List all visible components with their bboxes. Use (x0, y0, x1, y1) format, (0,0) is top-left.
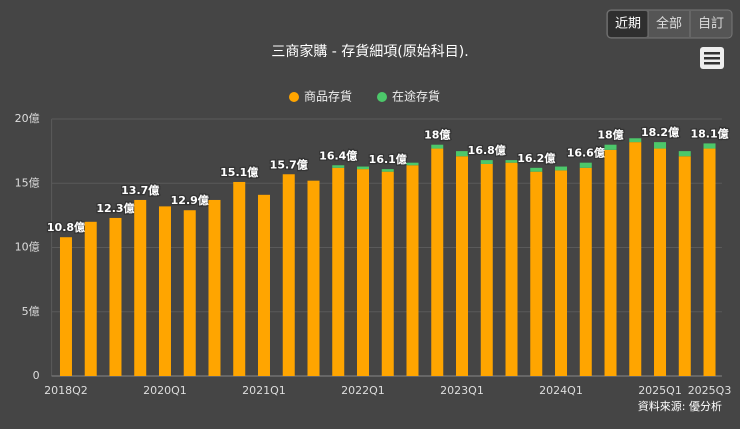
bar-segment (480, 160, 493, 164)
button-active-bg (608, 11, 648, 37)
bar-segment (703, 143, 716, 149)
data-label: 18億 (424, 128, 450, 142)
bar-segment (678, 151, 691, 157)
data-label: 18億 (597, 128, 623, 142)
data-label: 15.7億 (270, 157, 308, 171)
bar-segment (109, 217, 122, 376)
chart-title: 三商家購 - 存貨細項(原始科目). (271, 43, 468, 60)
bar-segment (406, 165, 419, 376)
bar-segment (332, 165, 345, 168)
legend-swatch (289, 92, 299, 102)
bar-segment (456, 151, 469, 157)
bar-segment (282, 174, 295, 376)
legend-label: 商品存貨 (304, 89, 352, 104)
x-tick-label: 2025Q1 (638, 384, 682, 397)
bar-segment (307, 180, 320, 376)
data-label: 16.1億 (369, 152, 407, 166)
bar-segment (579, 167, 592, 376)
range-buttons: 近期 全部 自訂 (606, 9, 733, 39)
x-tick-label: 2021Q1 (242, 384, 286, 397)
bar-segment (134, 199, 147, 376)
bar-segment (431, 148, 444, 376)
bar-segment (480, 163, 493, 376)
button[interactable]: 近期 (615, 17, 641, 32)
x-tick-label: 2022Q1 (341, 384, 385, 397)
bar-segment (431, 144, 444, 149)
menu-line (704, 57, 720, 60)
y-tick-label: 10億 (15, 241, 40, 254)
y-tick-label: 15億 (15, 176, 40, 189)
data-label: 16.8億 (468, 143, 506, 157)
x-tick-label: 2023Q1 (440, 384, 484, 397)
bar-segment (233, 181, 246, 376)
bar-segment (703, 148, 716, 376)
data-label: 18.2億 (641, 125, 679, 139)
x-tick-label: 2020Q1 (143, 384, 187, 397)
bar-segment (629, 142, 642, 376)
data-label: 10.8億 (47, 220, 85, 234)
y-tick-label: 20億 (15, 112, 40, 125)
bar-segment (604, 144, 617, 150)
bar-segment (332, 167, 345, 376)
button[interactable]: 自訂 (698, 16, 724, 32)
bar-segment (579, 162, 592, 168)
legend-label: 在途存貨 (392, 89, 440, 104)
bar-segment (356, 166, 369, 170)
bar-segment (406, 162, 419, 166)
bar-segment (158, 206, 171, 376)
data-label: 16.6億 (567, 146, 605, 160)
bar-segment (84, 221, 97, 376)
bar-segment (530, 167, 543, 172)
bar-segment (381, 169, 394, 172)
bar-segment (183, 210, 196, 376)
y-tick-label: 0 (33, 369, 40, 382)
bar-segment (456, 156, 469, 376)
data-label: 16.4億 (319, 148, 357, 162)
bar-segment (555, 170, 568, 376)
bar-segment (604, 149, 617, 376)
bar-segment (530, 171, 543, 376)
bar-segment (208, 199, 221, 376)
legend-swatch (377, 92, 387, 102)
bar-segment (257, 194, 270, 376)
data-label: 13.7億 (121, 183, 159, 197)
bar-segment (381, 171, 394, 376)
source: 資料來源: 優分析 (638, 399, 722, 413)
data-label: 12.9億 (171, 193, 209, 207)
bar-segment (629, 138, 642, 143)
x-tick-label: 2024Q1 (539, 384, 583, 397)
bar-segment (654, 148, 667, 376)
data-label: 18.1億 (690, 126, 728, 140)
menu-line (704, 52, 720, 55)
bar-segment (505, 162, 518, 376)
bar-segment (654, 142, 667, 149)
menu-line (704, 62, 720, 65)
data-label: 16.2億 (517, 151, 555, 165)
bar-segment (505, 160, 518, 163)
x-tick-label: 2018Q2 (44, 384, 88, 397)
data-label: 15.1億 (220, 165, 258, 179)
button[interactable]: 全部 (656, 16, 682, 32)
data-label: 12.3億 (96, 201, 134, 215)
bar-segment (555, 166, 568, 171)
y-tick-label: 5億 (22, 305, 40, 318)
menu-button[interactable] (700, 47, 724, 69)
x-tick-label: 2025Q3 (688, 384, 732, 397)
bar-segment (59, 237, 72, 376)
bar-segment (678, 156, 691, 376)
bar-segment (356, 169, 369, 376)
